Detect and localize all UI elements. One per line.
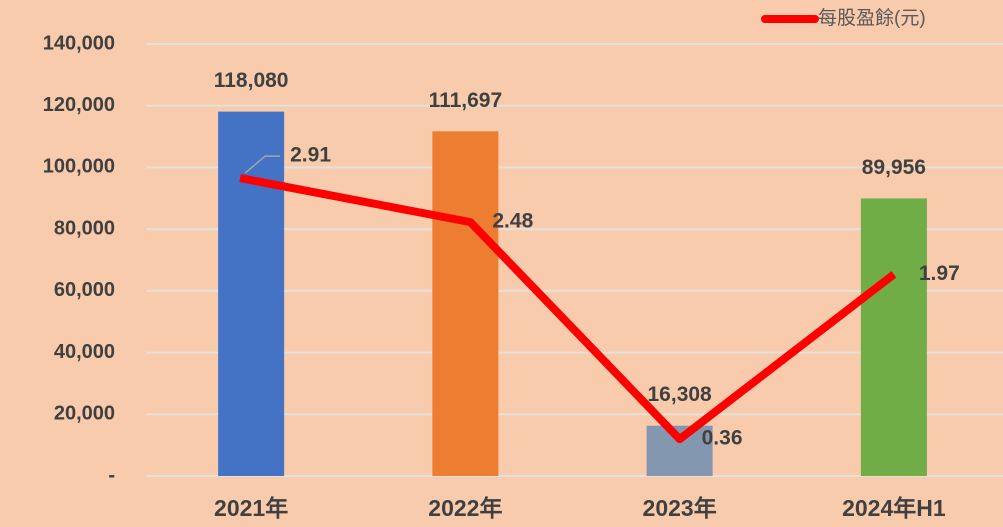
- data-label: 111,697: [429, 89, 503, 112]
- x-tick-label: 2024年H1: [842, 495, 946, 521]
- bar: [218, 111, 285, 476]
- data-label: 118,080: [214, 69, 289, 92]
- bar: [432, 131, 499, 477]
- data-label: 16,308: [648, 383, 713, 406]
- y-tick-label: 120,000: [43, 94, 115, 116]
- x-tick-label: 2021年: [214, 495, 288, 521]
- data-label: 1.97: [919, 262, 960, 285]
- data-label: 2.91: [290, 144, 331, 167]
- legend-label: 每股盈餘(元): [818, 7, 926, 29]
- data-label: 0.36: [702, 427, 743, 450]
- y-tick-label: 80,000: [54, 217, 115, 239]
- line-series: [239, 174, 897, 444]
- y-tick-label: 140,000: [43, 32, 115, 54]
- bar: [860, 198, 927, 476]
- y-tick-label: -: [108, 464, 115, 486]
- x-tick-label: 2023年: [643, 495, 717, 521]
- data-label: 89,956: [862, 156, 926, 179]
- x-tick-label: 2022年: [428, 495, 502, 521]
- leader-line: [244, 155, 281, 174]
- y-tick-label: 20,000: [54, 403, 115, 425]
- y-tick-label: 100,000: [43, 156, 115, 178]
- data-label: 2.48: [492, 210, 533, 233]
- y-tick-label: 60,000: [54, 279, 115, 301]
- y-tick-label: 40,000: [54, 341, 115, 363]
